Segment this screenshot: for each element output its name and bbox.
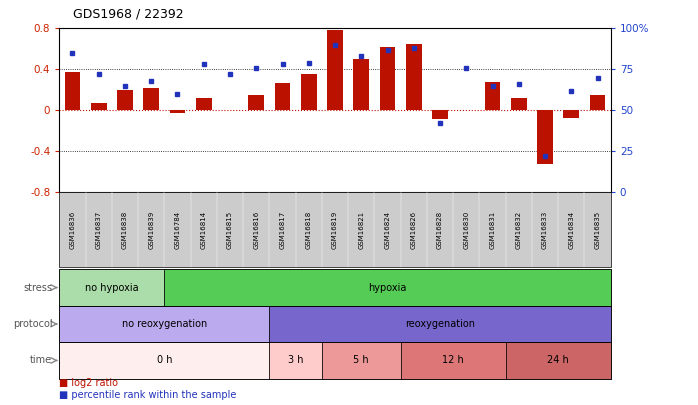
Text: ■ percentile rank within the sample: ■ percentile rank within the sample	[59, 390, 237, 400]
Bar	[117, 90, 133, 110]
Text: 3 h: 3 h	[288, 356, 304, 365]
Bar	[432, 110, 448, 119]
Text: GSM16815: GSM16815	[227, 211, 233, 249]
Bar	[590, 95, 605, 110]
Text: GSM16819: GSM16819	[332, 211, 338, 249]
Bar	[563, 110, 579, 117]
Text: 24 h: 24 h	[547, 356, 569, 365]
Text: GSM16817: GSM16817	[279, 211, 285, 249]
Text: GSM16818: GSM16818	[306, 211, 312, 249]
Text: GSM16832: GSM16832	[516, 211, 522, 249]
Text: no reoxygenation: no reoxygenation	[121, 319, 207, 329]
Text: reoxygenation: reoxygenation	[405, 319, 475, 329]
Text: GSM16824: GSM16824	[385, 211, 391, 249]
Bar	[380, 47, 396, 110]
Text: GSM16821: GSM16821	[358, 211, 364, 249]
Bar	[537, 110, 553, 164]
Text: GSM16837: GSM16837	[96, 211, 102, 249]
Text: GSM16826: GSM16826	[411, 211, 417, 249]
Text: hypoxia: hypoxia	[369, 283, 407, 292]
Text: GSM16835: GSM16835	[595, 211, 600, 249]
Text: GSM16831: GSM16831	[489, 211, 496, 249]
Text: ■ log2 ratio: ■ log2 ratio	[59, 378, 119, 388]
Text: stress: stress	[23, 283, 52, 292]
Text: no hypoxia: no hypoxia	[85, 283, 139, 292]
Bar	[65, 72, 80, 110]
Text: 0 h: 0 h	[156, 356, 172, 365]
Bar	[511, 98, 527, 110]
Text: 5 h: 5 h	[353, 356, 369, 365]
Bar	[196, 98, 211, 110]
Bar	[406, 44, 422, 110]
Text: GSM16838: GSM16838	[122, 211, 128, 249]
Bar	[248, 95, 264, 110]
Text: GSM16834: GSM16834	[568, 211, 574, 249]
Bar	[143, 88, 159, 110]
Bar	[301, 75, 317, 110]
Text: time: time	[30, 356, 52, 365]
Text: GSM16816: GSM16816	[253, 211, 259, 249]
Text: GSM16839: GSM16839	[148, 211, 154, 249]
Text: GSM16784: GSM16784	[174, 211, 181, 249]
Bar	[484, 82, 500, 110]
Text: GSM16830: GSM16830	[463, 211, 469, 249]
Text: GSM16833: GSM16833	[542, 211, 548, 249]
Bar	[353, 59, 369, 110]
Bar	[170, 110, 186, 113]
Text: GSM16836: GSM16836	[70, 211, 75, 249]
Bar	[274, 83, 290, 110]
Text: GSM16814: GSM16814	[201, 211, 207, 249]
Bar	[327, 30, 343, 110]
Text: protocol: protocol	[13, 319, 52, 329]
Text: 12 h: 12 h	[443, 356, 464, 365]
Text: GSM16828: GSM16828	[437, 211, 443, 249]
Text: GDS1968 / 22392: GDS1968 / 22392	[73, 7, 184, 20]
Bar	[91, 103, 107, 110]
